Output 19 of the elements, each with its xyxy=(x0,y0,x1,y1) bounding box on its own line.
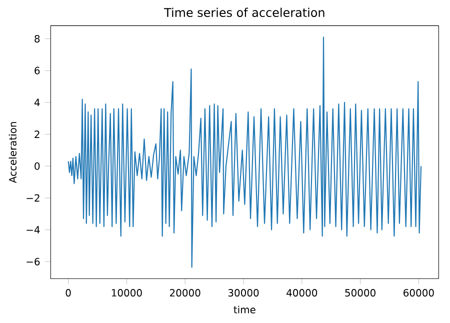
y-tick-label: 8 xyxy=(34,34,40,42)
y-tick-label: 0 xyxy=(34,162,40,170)
y-tick-label: −2 xyxy=(26,194,40,202)
y-tick-label: −6 xyxy=(26,258,40,266)
x-tick-label: 20000 xyxy=(170,289,200,297)
x-tick-label: 60000 xyxy=(404,289,434,297)
y-tick-label: 2 xyxy=(34,130,40,138)
y-tick-label: 4 xyxy=(34,98,40,106)
x-tick-label: 10000 xyxy=(112,289,142,297)
chart-title: Time series of acceleration xyxy=(164,8,324,18)
line-series xyxy=(68,36,422,268)
x-axis-title: time xyxy=(234,306,256,314)
y-tick-label: −4 xyxy=(26,226,40,234)
x-tick-label: 40000 xyxy=(286,289,318,297)
y-tick-label: 6 xyxy=(34,66,40,74)
x-tick-label: 30000 xyxy=(228,289,259,297)
x-tick-label: 50000 xyxy=(345,289,376,297)
x-tick-label: 0 xyxy=(66,289,71,297)
y-axis-title: Acceleration xyxy=(8,122,16,184)
